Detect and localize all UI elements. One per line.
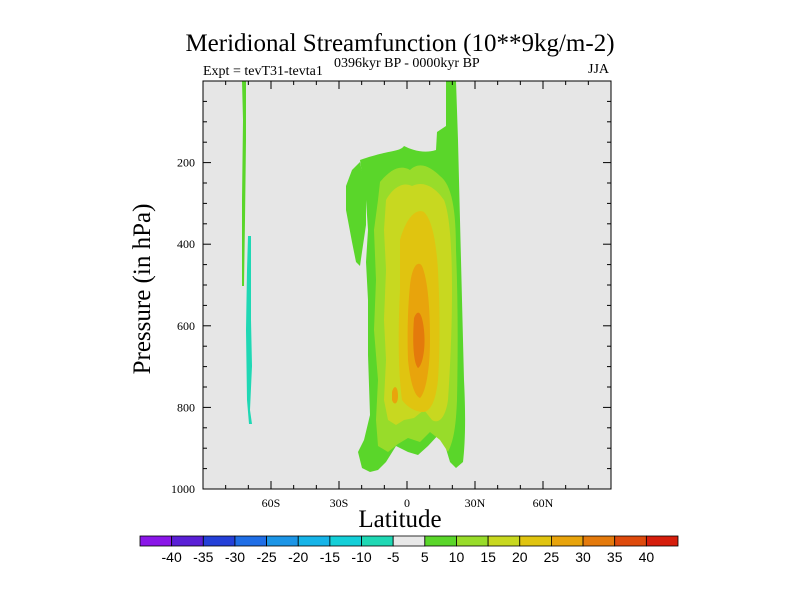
colorbar-label: -5 xyxy=(387,549,400,565)
x-tick-label: 30S xyxy=(330,496,349,510)
x-tick-label: 60S xyxy=(262,496,281,510)
y-tick-label: 400 xyxy=(177,237,195,251)
contour-fill-group xyxy=(242,81,466,472)
x-tick-label: 0 xyxy=(404,496,410,510)
y-axis-ticks: 200 400 600 800 1000 xyxy=(171,80,611,496)
x-tick-label: 30N xyxy=(465,496,486,510)
y-tick-label: 600 xyxy=(177,319,195,333)
chart-title: Meridional Streamfunction (10**9kg/m-2) xyxy=(185,30,615,57)
x-axis-label: Latitude xyxy=(358,506,442,533)
y-tick-label: 1000 xyxy=(171,482,195,496)
colorbar-swatch xyxy=(614,535,647,547)
colorbar-swatch xyxy=(551,535,584,547)
colorbar-swatch xyxy=(424,535,457,547)
colorbar-swatch xyxy=(297,535,331,547)
colorbar-label: -20 xyxy=(288,549,308,565)
period-label: 0396kyr BP - 0000kyr BP xyxy=(334,56,480,71)
y-tick-label: 200 xyxy=(177,156,195,170)
colorbar-swatch xyxy=(645,535,679,547)
colorbar-label: -40 xyxy=(162,549,182,565)
colorbar-swatch xyxy=(234,535,267,547)
colorbar-label: 25 xyxy=(544,549,560,565)
contour-level-5-south xyxy=(242,81,246,286)
experiment-label: Expt = tevT31-tevta1 xyxy=(203,64,323,79)
contour-level-negative-5 xyxy=(246,236,252,424)
colorbar-label: -10 xyxy=(351,549,371,565)
contour-level-5-lobe xyxy=(346,162,366,266)
colorbar-label: -25 xyxy=(256,549,276,565)
colorbar-swatch xyxy=(392,535,426,547)
colorbar-swatch xyxy=(487,535,521,547)
colorbar-swatch xyxy=(266,535,299,547)
colorbar-swatch xyxy=(171,535,204,547)
x-axis-ticks: 60S 30S 0 30N 60N xyxy=(202,81,612,510)
colorbar-label: -35 xyxy=(193,549,213,565)
x-tick-label: 60N xyxy=(533,496,554,510)
colorbar-swatch xyxy=(202,535,236,547)
colorbar-swatch xyxy=(519,535,552,547)
colorbar-label: 30 xyxy=(575,549,591,565)
colorbar-swatch xyxy=(329,535,362,547)
colorbar-label: 35 xyxy=(607,549,623,565)
contour-level-30 xyxy=(413,312,425,368)
colorbar-label: -30 xyxy=(225,549,245,565)
colorbar-swatch xyxy=(139,535,173,547)
colorbar-label: 10 xyxy=(449,549,465,565)
colorbar-label: 15 xyxy=(480,549,496,565)
y-tick-label: 800 xyxy=(177,400,195,414)
colorbar-label: 40 xyxy=(639,549,655,565)
contour-level-25-blob xyxy=(392,387,398,404)
colorbar-swatch xyxy=(361,535,394,547)
colorbar-swatch xyxy=(456,535,489,547)
colorbar: -40 -35 -30 -25 -20 -15 -10 -5 5 10 15 20 25 30 35 40 xyxy=(139,535,679,565)
colorbar-label: 5 xyxy=(421,549,429,565)
colorbar-label: 20 xyxy=(512,549,528,565)
colorbar-label: -15 xyxy=(320,549,340,565)
colorbar-swatch xyxy=(582,535,616,547)
season-label: JJA xyxy=(588,62,610,77)
